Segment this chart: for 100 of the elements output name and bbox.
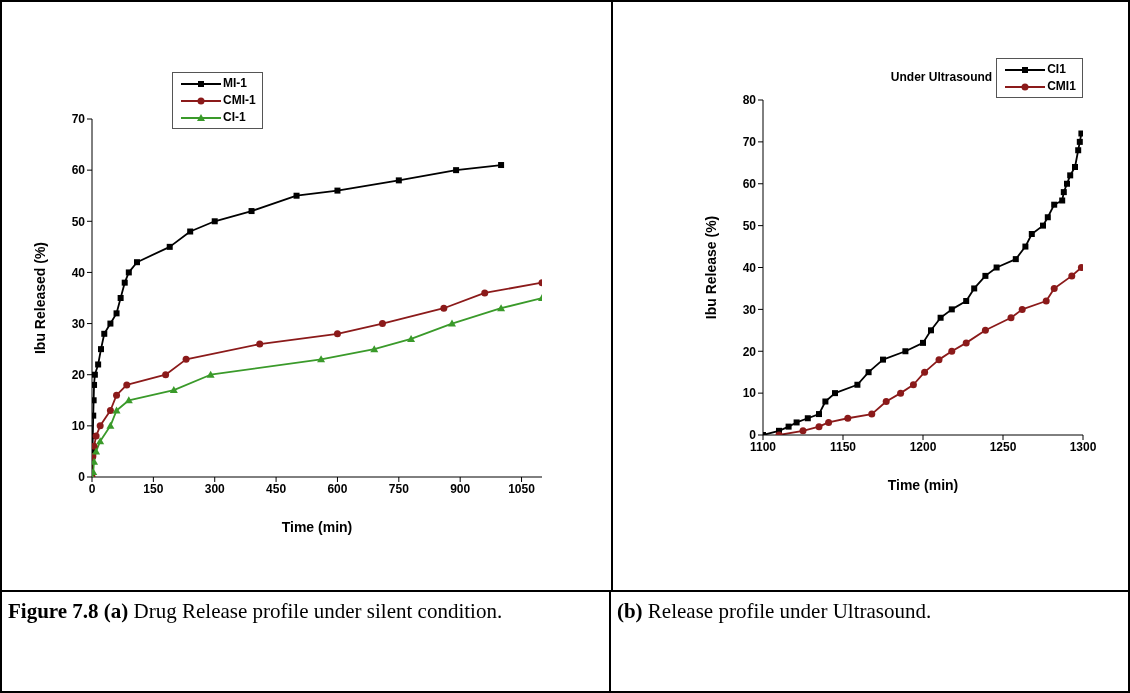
y-tick-label: 60 (71, 163, 86, 178)
point (1078, 130, 1083, 137)
point (498, 162, 505, 169)
point (785, 423, 792, 430)
point (935, 356, 943, 364)
point (981, 326, 989, 334)
point (448, 319, 456, 327)
point (919, 339, 926, 346)
x-axis-title: Time (min) (281, 519, 353, 535)
point (117, 295, 124, 301)
point (1068, 272, 1076, 280)
point (804, 415, 811, 422)
point (831, 390, 838, 397)
point (1007, 314, 1015, 322)
point (1067, 172, 1074, 179)
point (993, 264, 1000, 271)
point (106, 421, 115, 429)
x-tick-label: 450 (266, 481, 287, 496)
point (125, 269, 132, 276)
point (1076, 138, 1083, 145)
y-tick-label: 80 (742, 93, 757, 108)
point (98, 346, 104, 353)
point (896, 389, 904, 397)
point (1051, 201, 1058, 208)
point (248, 208, 255, 215)
point (824, 418, 832, 426)
point (96, 422, 104, 430)
y-tick-label: 10 (71, 419, 86, 434)
point (1042, 297, 1050, 305)
point (211, 218, 218, 225)
point (407, 334, 416, 342)
point (92, 381, 98, 388)
point (166, 243, 173, 250)
x-tick-label: 900 (450, 481, 471, 496)
point (378, 320, 386, 328)
point (106, 407, 114, 415)
y-tick-label: 40 (71, 265, 86, 280)
text: Drug Release profile under silent condition. (132, 599, 503, 623)
y-tick-label: 70 (742, 135, 757, 150)
y-tick-label: 20 (742, 344, 757, 359)
point (162, 371, 170, 379)
x-tick-label: 1250 (989, 439, 1017, 454)
y-tick-label: 50 (742, 218, 757, 233)
point (909, 381, 917, 389)
point (844, 414, 852, 422)
point (902, 348, 909, 355)
point (293, 192, 300, 199)
point (92, 397, 97, 404)
y-axis-title: Ibu Release (%) (702, 215, 719, 320)
point (865, 369, 872, 376)
point (1028, 231, 1035, 237)
point (1044, 214, 1051, 221)
point (963, 298, 970, 304)
legend-label: CMI-1 (223, 93, 256, 107)
y-tick-label: 20 (71, 367, 86, 382)
y-tick-label: 70 (71, 112, 86, 127)
point (96, 437, 105, 445)
y-tick-label: 30 (742, 302, 757, 317)
y-tick-label: 60 (742, 177, 757, 192)
point (113, 391, 121, 399)
point (971, 285, 978, 292)
legend-label: CI-1 (223, 110, 246, 124)
point (1022, 243, 1029, 250)
point (1050, 284, 1058, 292)
point (123, 381, 131, 389)
y-tick-label: 50 (71, 214, 86, 229)
point (799, 427, 807, 435)
point (92, 457, 99, 465)
point (982, 272, 989, 279)
y-axis-title: Ibu Released (%) (31, 241, 48, 355)
point (962, 339, 970, 347)
x-tick-label: 1150 (829, 439, 857, 454)
point (1063, 180, 1070, 187)
legend-label: MI-1 (223, 76, 247, 90)
point (113, 310, 120, 317)
x-tick-label: 600 (327, 481, 348, 496)
point (1071, 164, 1078, 170)
point (882, 398, 890, 405)
point (822, 398, 829, 405)
x-tick-label: 1200 (909, 439, 937, 454)
point (395, 177, 402, 184)
x-tick-label: 1050 (508, 481, 536, 496)
point (333, 330, 341, 338)
point (1059, 197, 1066, 204)
point (107, 320, 114, 327)
y-tick-label: 40 (742, 260, 757, 275)
y-tick-label: 10 (742, 386, 757, 401)
x-tick-label: 0 (88, 481, 96, 496)
point (95, 361, 102, 368)
text: (b) (616, 599, 643, 623)
point (1039, 222, 1046, 229)
point (92, 432, 100, 440)
point (1018, 305, 1026, 313)
point (187, 228, 194, 235)
point (1012, 256, 1019, 263)
x-tick-label: 750 (388, 481, 410, 496)
point (868, 410, 876, 418)
point (92, 447, 101, 455)
point (334, 187, 341, 194)
point (497, 304, 506, 312)
